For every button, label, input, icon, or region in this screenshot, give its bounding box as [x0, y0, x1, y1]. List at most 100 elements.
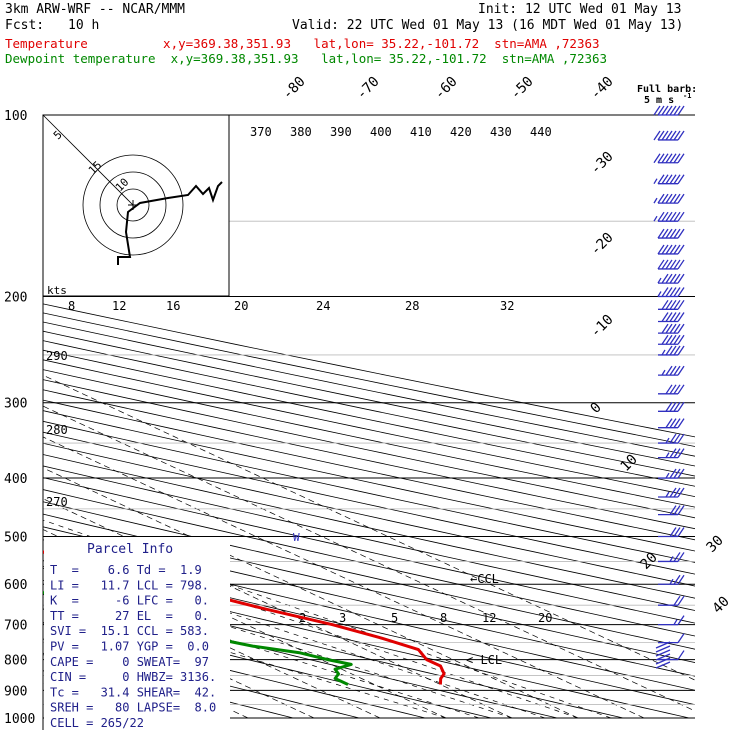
wind-barb	[658, 527, 685, 538]
wind-barb-full	[665, 345, 673, 356]
isotherm-label: -70	[354, 74, 383, 103]
wind-barb-low	[655, 649, 671, 657]
mixing-ratio-label: 24	[316, 299, 330, 313]
wind-barb-full	[677, 365, 685, 376]
wind-barb-full	[669, 273, 677, 284]
pressure-tick-label: 200	[4, 291, 27, 306]
wind-barb-full	[673, 365, 681, 376]
wind-barb-full	[669, 211, 677, 222]
wind-barb-full	[657, 228, 665, 239]
wind-barb-full	[673, 287, 681, 297]
parcel-info-row: CELL = 265/22	[50, 716, 144, 730]
wind-barb-full	[665, 334, 673, 345]
wind-barb-half	[657, 277, 662, 284]
wind-barb-half	[665, 472, 670, 479]
wind-barb-full	[661, 193, 669, 204]
wind-barb-full	[665, 259, 673, 270]
wind-barb-full	[669, 418, 677, 429]
wind-barb-full	[669, 244, 677, 255]
barb-key-unit: 5 m s	[644, 95, 674, 106]
wind-barb	[653, 211, 685, 222]
wind-barb-half	[665, 491, 670, 498]
wind-barb-full	[669, 527, 677, 537]
pressure-tick-label: 100	[4, 109, 27, 124]
parcel-info-title: Parcel Info	[87, 542, 173, 557]
wind-barb-half	[657, 291, 662, 297]
wind-barb-full	[669, 153, 677, 164]
wind-barb	[658, 595, 685, 606]
wind-barb-full	[669, 287, 677, 297]
isotherm-label: 40	[710, 594, 733, 617]
isotherm-label: -50	[508, 74, 537, 103]
wind-barb-full	[661, 174, 669, 185]
w-marker: W	[293, 531, 300, 544]
wind-barb-half	[661, 349, 666, 356]
wind-barb-full	[665, 365, 673, 376]
parcel-info-row: SVI = 15.1 CCL = 583.	[50, 624, 209, 638]
wind-barb-full	[673, 401, 681, 412]
wind-barb	[653, 174, 685, 185]
mixing-ratio-label: 16	[166, 299, 180, 313]
model-title: 3km ARW-WRF -- NCAR/MMM	[5, 2, 186, 17]
wind-barb-full	[673, 130, 681, 141]
wind-barb-full	[661, 287, 669, 297]
barb-key-label: Full barb:	[637, 84, 697, 95]
wind-barb-full	[661, 153, 669, 164]
wind-barb-full	[677, 448, 685, 458]
isotherm-label: -80	[280, 74, 309, 103]
wind-barb-full	[665, 193, 673, 204]
hodograph-diagonal	[42, 114, 134, 206]
wind-barb-full	[669, 174, 677, 185]
dewpoint-profile	[43, 590, 353, 686]
theta-label: 370	[250, 125, 272, 139]
wind-barb-full	[673, 193, 681, 204]
wind-barb-full	[665, 401, 673, 412]
wind-barb	[658, 552, 685, 563]
isotherm-label: 30	[704, 533, 727, 556]
wind-barb-full	[665, 299, 673, 310]
wind-barb-full	[669, 487, 677, 498]
wind-barb-full	[673, 244, 681, 255]
wind-barb-full	[665, 228, 673, 239]
lcl-marker: < LCL	[466, 653, 502, 667]
wind-barb-full	[669, 130, 677, 141]
wind-barb-full	[673, 505, 681, 516]
isotherm-label: -40	[588, 74, 617, 103]
wind-barb-full	[677, 468, 685, 479]
theta-label: 400	[370, 125, 392, 139]
wind-barb-full	[653, 130, 661, 141]
wind-barb-full	[669, 193, 677, 204]
hodograph-ring	[116, 188, 150, 222]
wind-barb-full	[665, 323, 673, 334]
wind-barb	[657, 287, 685, 298]
wind-barb-full	[673, 468, 681, 479]
pressure-tick-label: 900	[4, 684, 27, 699]
parcel-info-row: PV = 1.07 YGP = 0.0	[50, 640, 209, 654]
wind-barb-full	[673, 273, 681, 284]
wind-barb-full	[677, 615, 685, 625]
pressure-tick-label: 1000	[4, 712, 35, 727]
wind-barb-full	[653, 105, 661, 116]
wind-barb	[657, 273, 685, 284]
wind-barb	[658, 505, 685, 516]
wind-barb-full	[673, 487, 681, 498]
wind-barb-full	[673, 574, 681, 585]
isotherm-line	[43, 374, 695, 681]
wind-barb-low	[655, 641, 671, 649]
wind-barb	[658, 323, 685, 334]
wind-barb-full	[677, 323, 685, 334]
wind-barb-full	[677, 527, 685, 537]
wind-barb-full	[661, 244, 669, 255]
forecast-hour: 10 h	[68, 18, 100, 33]
wind-barb-full	[677, 273, 685, 284]
wind-barb-full	[665, 130, 673, 141]
wind-barb-full	[657, 130, 665, 141]
wind-barb-full	[669, 505, 677, 516]
wind-barb-full	[673, 595, 681, 606]
hodograph-units: kts	[47, 284, 67, 297]
wind-barb-full	[677, 130, 685, 141]
wind-barb-full	[661, 312, 669, 322]
parcel-info-row: K = -6 LFC = 0.	[50, 594, 209, 608]
